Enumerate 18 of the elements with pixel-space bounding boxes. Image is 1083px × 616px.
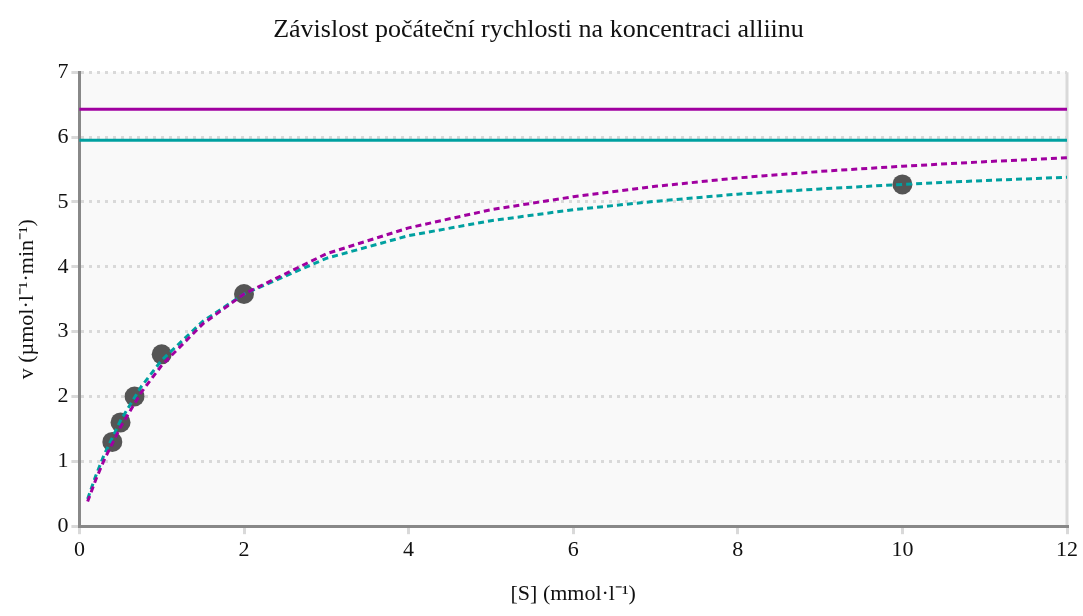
y-tick-label: 6: [57, 122, 69, 148]
y-tick-label: 4: [57, 252, 69, 278]
x-tick-label: 2: [238, 536, 250, 562]
x-tick-label: 6: [567, 536, 579, 562]
chart-title: Závislost počáteční rychlosti na koncentraci alliinu: [273, 14, 804, 44]
x-tick-label: 0: [73, 536, 85, 562]
y-tick-label: 3: [57, 317, 69, 343]
y-axis-title: v (µmol·l⁻¹·min⁻¹): [12, 219, 38, 380]
y-tick-label: 0: [57, 511, 69, 537]
x-tick-label: 4: [403, 536, 415, 562]
y-tick-label: 7: [57, 57, 69, 83]
y-tick-label: 2: [57, 382, 69, 408]
x-tick-label: 12: [1056, 536, 1078, 562]
y-tick-label: 1: [57, 447, 69, 473]
y-tick-label: 5: [57, 187, 69, 213]
x-axis-title: [S] (mmol·l⁻¹): [510, 579, 636, 605]
x-tick-label: 10: [891, 536, 914, 562]
x-tick-label: 8: [732, 536, 744, 562]
